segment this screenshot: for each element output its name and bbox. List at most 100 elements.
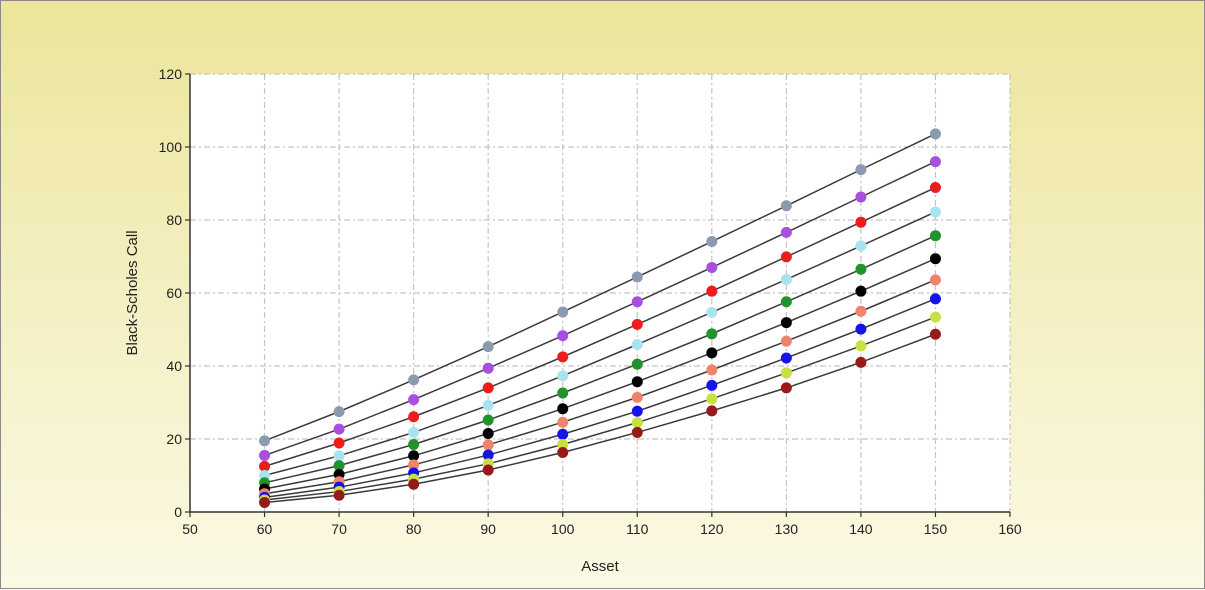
data-point xyxy=(408,438,420,450)
data-point xyxy=(557,447,569,459)
data-point xyxy=(706,393,718,405)
series-line xyxy=(264,279,936,495)
data-point xyxy=(631,426,643,438)
data-point xyxy=(557,330,569,342)
series-line xyxy=(264,186,936,468)
data-point xyxy=(333,450,345,462)
data-point xyxy=(631,405,643,417)
data-point xyxy=(333,437,345,449)
data-point xyxy=(855,263,867,275)
data-point xyxy=(482,439,494,451)
series-line xyxy=(264,316,936,501)
data-point xyxy=(557,306,569,318)
data-point xyxy=(557,416,569,428)
data-point xyxy=(855,340,867,352)
data-point xyxy=(929,253,941,265)
series-line xyxy=(264,211,936,477)
data-point xyxy=(706,379,718,391)
data-point xyxy=(780,273,792,285)
x-tick-label: 60 xyxy=(257,521,273,537)
x-tick-label: 80 xyxy=(406,521,422,537)
data-point xyxy=(706,328,718,340)
y-tick-label: 40 xyxy=(166,358,182,374)
data-point xyxy=(855,216,867,228)
x-tick-label: 160 xyxy=(998,521,1022,537)
data-point xyxy=(408,394,420,406)
y-tick-label: 20 xyxy=(166,431,182,447)
data-point xyxy=(780,251,792,263)
x-tick-label: 50 xyxy=(182,521,198,537)
data-point xyxy=(557,370,569,382)
data-point xyxy=(482,464,494,476)
data-point xyxy=(706,364,718,376)
x-tick-label: 110 xyxy=(626,521,649,537)
y-tick-label: 0 xyxy=(174,504,182,520)
data-point xyxy=(631,271,643,283)
data-point xyxy=(333,460,345,472)
x-tick-label: 70 xyxy=(331,521,347,537)
data-point xyxy=(929,156,941,168)
data-point xyxy=(780,335,792,347)
series-line xyxy=(264,298,936,499)
data-point xyxy=(780,296,792,308)
data-point xyxy=(855,285,867,297)
series-4 xyxy=(259,206,941,481)
y-tick-label: 100 xyxy=(159,139,183,155)
data-point xyxy=(333,406,345,418)
data-point xyxy=(929,293,941,305)
data-point xyxy=(780,200,792,212)
data-point xyxy=(631,318,643,330)
data-point xyxy=(706,236,718,248)
x-tick-label: 150 xyxy=(924,521,948,537)
data-point xyxy=(408,411,420,423)
data-point xyxy=(259,497,271,509)
data-point xyxy=(557,351,569,363)
data-point xyxy=(855,240,867,252)
data-point xyxy=(780,226,792,238)
series-line xyxy=(264,258,936,490)
data-point xyxy=(482,362,494,374)
data-point xyxy=(929,206,941,218)
data-point xyxy=(855,305,867,317)
data-point xyxy=(482,428,494,440)
data-point xyxy=(706,306,718,318)
data-point xyxy=(259,435,271,447)
series-group xyxy=(259,128,941,509)
data-point xyxy=(631,417,643,429)
data-point xyxy=(631,376,643,388)
data-point xyxy=(706,261,718,273)
series-3 xyxy=(259,182,941,472)
data-point xyxy=(259,460,271,472)
y-axis-title: Black-Scholes Call xyxy=(124,230,141,355)
series-2 xyxy=(259,156,941,461)
data-point xyxy=(855,356,867,368)
data-point xyxy=(929,274,941,286)
data-point xyxy=(780,367,792,379)
data-point xyxy=(929,328,941,340)
x-tick-label: 140 xyxy=(849,521,873,537)
data-point xyxy=(408,478,420,490)
data-point xyxy=(557,428,569,440)
data-point xyxy=(482,341,494,353)
data-point xyxy=(557,387,569,399)
data-point xyxy=(631,391,643,403)
grid xyxy=(190,73,1011,512)
data-point xyxy=(929,182,941,194)
data-point xyxy=(482,449,494,461)
data-point xyxy=(706,347,718,359)
data-point xyxy=(855,164,867,176)
data-point xyxy=(557,403,569,415)
data-point xyxy=(855,323,867,335)
x-tick-label: 130 xyxy=(775,521,799,537)
series-line xyxy=(264,235,936,484)
series-line xyxy=(264,160,936,457)
data-point xyxy=(780,317,792,329)
data-point xyxy=(780,352,792,364)
data-point xyxy=(482,399,494,411)
y-tick-label: 60 xyxy=(166,285,182,301)
data-point xyxy=(631,296,643,308)
data-point xyxy=(557,438,569,450)
series-line xyxy=(264,133,936,442)
